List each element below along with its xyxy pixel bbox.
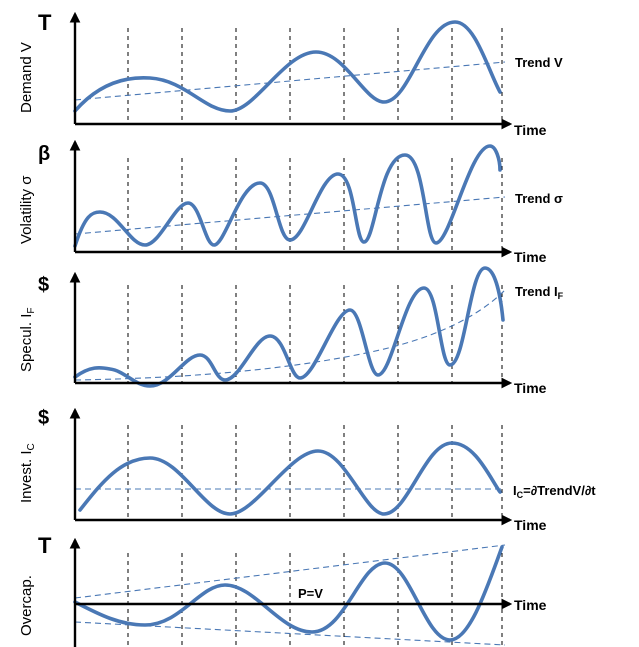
panel-investment: $ Invest. IC Time IC=∂TrendV/∂t [18,407,596,533]
unit-label: β [38,143,50,165]
unit-label: $ [38,274,49,296]
unit-label: T [38,533,52,558]
trend-line [74,196,506,235]
trend-label: Trend σ [515,191,563,206]
y-axis-label: Overcap. [18,575,35,636]
panel-demand: T Demand V Time Trend V [18,10,563,138]
overcapacity-curve [73,545,504,642]
panel-speculation: $ Specul. IF Time Trend IF [18,266,564,396]
unit-label: $ [38,407,49,429]
y-axis-label: Volatility σ [18,175,35,244]
grid-lines [127,425,503,520]
y-axis-label: Invest. IC [18,443,37,503]
x-axis-label: Time [514,597,547,613]
speculation-curve [73,266,505,388]
x-axis-label: Time [514,122,547,138]
trend-line [74,61,506,101]
trend-label: Trend V [515,55,563,70]
y-axis-label: Specul. IF [18,308,37,372]
x-axis-label: Time [514,380,547,396]
unit-label: T [38,10,52,35]
panel-volatility: β Volatility σ Time Trend σ [18,139,563,265]
grid-lines [127,285,503,383]
panel-overcapacity: T Overcap. Time P=V [18,533,547,647]
y-axis-label: Demand V [18,42,35,113]
volatility-curve [73,144,502,248]
x-axis-label: Time [514,249,547,265]
investment-curve [78,441,502,516]
equilibrium-label: P=V [298,586,323,601]
demand-curve [73,20,502,113]
grid-lines [127,28,503,124]
x-axis-label: Time [514,517,547,533]
trend-label: IC=∂TrendV/∂t [513,483,596,500]
trend-label: Trend IF [515,284,564,301]
upper-envelope [74,544,506,599]
